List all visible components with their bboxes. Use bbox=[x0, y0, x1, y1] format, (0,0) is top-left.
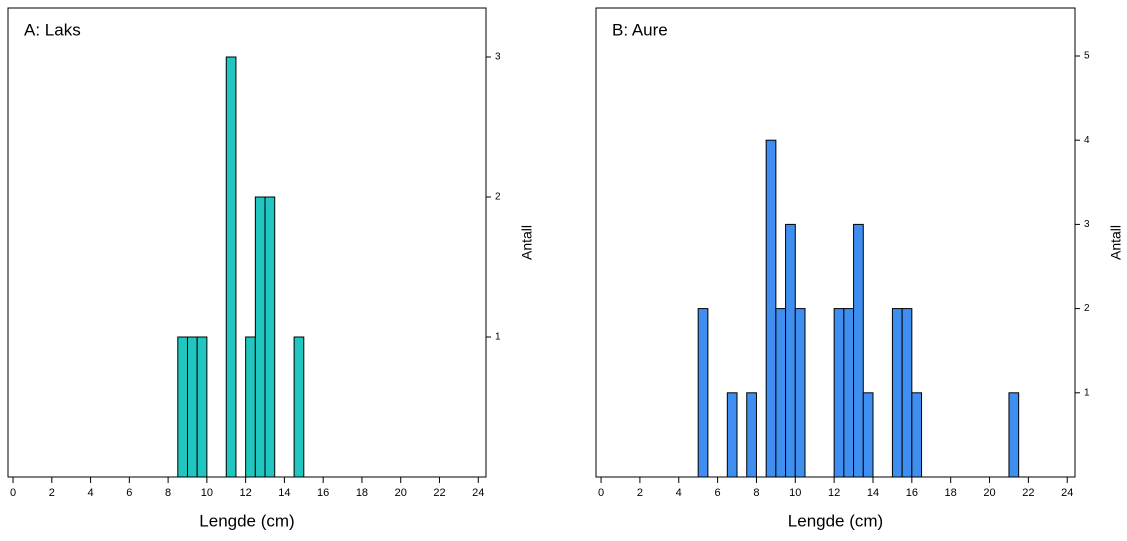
bar bbox=[245, 336, 256, 478]
bar bbox=[264, 196, 276, 478]
bar bbox=[186, 336, 198, 478]
x-tick-label: 0 bbox=[598, 487, 604, 499]
bar bbox=[225, 56, 237, 478]
bar bbox=[697, 308, 709, 478]
bar bbox=[293, 336, 305, 478]
bar bbox=[794, 308, 806, 478]
bar bbox=[746, 392, 757, 478]
x-tick-label: 20 bbox=[983, 487, 995, 499]
bar bbox=[862, 392, 874, 478]
x-tick-label: 16 bbox=[906, 487, 918, 499]
x-tick-label: 24 bbox=[1061, 487, 1073, 499]
x-axis-label: Lengde (cm) bbox=[788, 511, 883, 530]
y-tick-label: 3 bbox=[495, 52, 501, 63]
x-tick-label: 8 bbox=[753, 487, 759, 499]
bar bbox=[833, 308, 845, 478]
x-tick-label: 2 bbox=[637, 487, 643, 499]
bar bbox=[254, 196, 266, 478]
y-tick-label: 3 bbox=[1084, 219, 1090, 230]
bar bbox=[177, 336, 188, 478]
y-axis-label: Antall bbox=[519, 225, 535, 260]
x-tick-label: 10 bbox=[201, 487, 213, 499]
bar bbox=[853, 223, 864, 478]
bar bbox=[911, 392, 923, 478]
y-tick-label: 1 bbox=[1084, 387, 1090, 398]
x-tick-label: 4 bbox=[676, 487, 682, 499]
x-tick-label: 4 bbox=[88, 487, 94, 499]
x-tick-label: 22 bbox=[433, 487, 445, 499]
x-tick-label: 0 bbox=[10, 487, 16, 499]
x-tick-label: 18 bbox=[945, 487, 957, 499]
bar bbox=[843, 308, 855, 478]
x-tick-label: 16 bbox=[317, 487, 329, 499]
x-tick-label: 14 bbox=[278, 487, 290, 499]
panel-title: A: Laks bbox=[24, 20, 81, 39]
x-tick-label: 10 bbox=[789, 487, 801, 499]
x-tick-label: 12 bbox=[240, 487, 252, 499]
x-tick-label: 12 bbox=[828, 487, 840, 499]
x-tick-label: 8 bbox=[165, 487, 171, 499]
y-tick-label: 2 bbox=[495, 192, 501, 203]
y-tick-label: 4 bbox=[1084, 135, 1090, 146]
x-tick-label: 6 bbox=[126, 487, 132, 499]
y-tick-label: 5 bbox=[1084, 51, 1090, 62]
bar bbox=[891, 308, 903, 478]
bar bbox=[901, 308, 913, 478]
x-tick-label: 22 bbox=[1022, 487, 1034, 499]
x-tick-label: 24 bbox=[472, 487, 484, 499]
x-axis-label: Lengde (cm) bbox=[199, 511, 294, 530]
panel-title: B: Aure bbox=[612, 20, 668, 39]
y-tick-label: 1 bbox=[495, 332, 501, 343]
x-tick-label: 6 bbox=[715, 487, 721, 499]
bar bbox=[726, 392, 738, 478]
bar bbox=[785, 223, 796, 478]
x-tick-label: 14 bbox=[867, 487, 879, 499]
bar bbox=[196, 336, 208, 478]
bar bbox=[765, 139, 777, 478]
x-tick-label: 18 bbox=[356, 487, 368, 499]
x-tick-label: 20 bbox=[395, 487, 407, 499]
bar bbox=[775, 308, 787, 478]
bar bbox=[1008, 392, 1020, 478]
y-tick-label: 2 bbox=[1084, 303, 1090, 314]
y-axis-label: Antall bbox=[1108, 225, 1124, 260]
x-tick-label: 2 bbox=[49, 487, 55, 499]
